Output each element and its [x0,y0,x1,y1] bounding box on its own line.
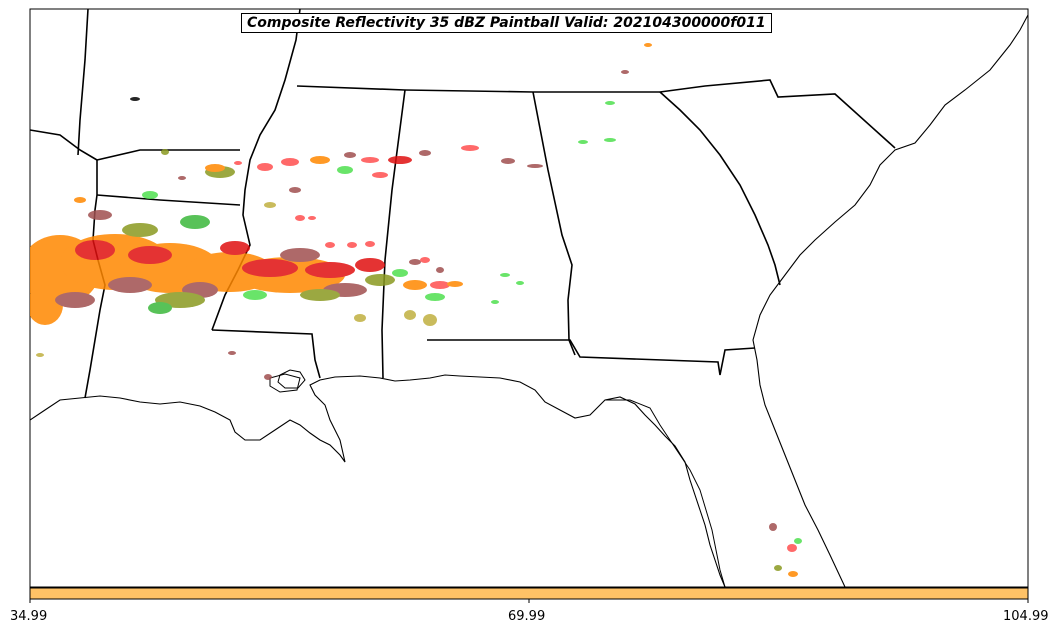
colorbar-label-mid: 69.99 [508,609,546,624]
atlantic-coastline [752,14,1028,587]
reflectivity-paintballs [30,43,802,577]
colorbar-label-max: 104.99 [1003,609,1049,624]
florida-west-coast [605,399,726,587]
gulf-coastline [30,374,726,587]
colorbar-label-min: 34.99 [10,609,48,624]
map-title: Composite Reflectivity 35 dBZ Paintball … [241,13,772,33]
lake-pontchartrain [269,373,301,393]
louisiana-delta [277,369,306,389]
colorbar [29,587,1029,600]
